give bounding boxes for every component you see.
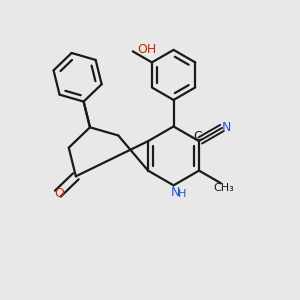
Text: H: H [178, 189, 187, 199]
Text: O: O [54, 187, 64, 200]
Text: OH: OH [137, 44, 156, 56]
Text: CH₃: CH₃ [213, 182, 234, 193]
Text: C: C [193, 130, 202, 142]
Text: N: N [222, 122, 231, 134]
Text: N: N [170, 186, 180, 199]
